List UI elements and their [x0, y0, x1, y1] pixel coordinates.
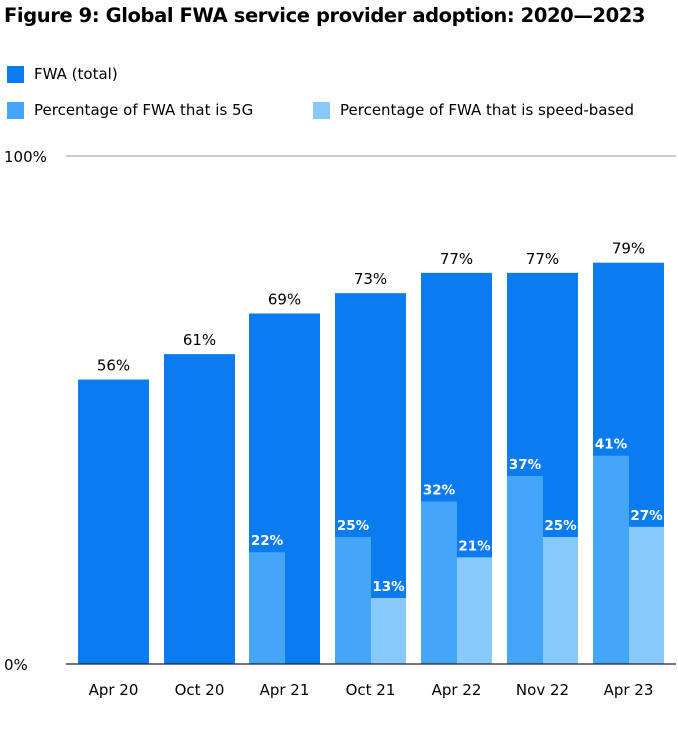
legend-item-speed-based: Percentage of FWA that is speed-based [313, 101, 634, 119]
y-tick-label-0: 0% [4, 656, 28, 674]
bar-speed-5 [543, 537, 578, 664]
legend-swatch-speed-based [313, 101, 330, 119]
legend-label-5g: Percentage of FWA that is 5G [34, 101, 254, 119]
label-5g-5: 37% [509, 457, 542, 473]
bar-fwa-total-0 [78, 379, 149, 664]
label-fwa-total-5: 77% [526, 250, 559, 268]
label-fwa-total-2: 69% [268, 290, 301, 308]
legend-item-fwa-total: FWA (total) [7, 65, 118, 83]
label-speed-6: 27% [630, 508, 663, 524]
bar-5g-4 [421, 501, 457, 664]
label-5g-4: 32% [423, 482, 456, 498]
legend-swatch-5g [7, 101, 24, 119]
label-fwa-total-6: 79% [612, 240, 645, 258]
bar-speed-3 [371, 597, 406, 664]
chart-title: Figure 9: Global FWA service provider ad… [4, 4, 646, 27]
legend-item-5g: Percentage of FWA that is 5G [7, 101, 253, 119]
label-fwa-total-3: 73% [354, 270, 387, 288]
bar-5g-3 [335, 537, 371, 664]
legend-label-speed-based: Percentage of FWA that is speed-based [340, 101, 635, 119]
x-tick-label-0: Apr 20 [89, 681, 139, 699]
legend-label-fwa-total: FWA (total) [34, 65, 118, 83]
label-5g-3: 25% [337, 518, 370, 534]
label-speed-4: 21% [458, 538, 491, 554]
x-tick-label-4: Apr 22 [432, 681, 482, 699]
label-5g-2: 22% [251, 533, 284, 549]
bar-speed-6 [629, 526, 664, 664]
label-speed-5: 25% [544, 518, 577, 534]
bar-5g-5 [507, 476, 543, 664]
label-speed-3: 13% [372, 579, 405, 595]
bar-5g-6 [593, 455, 629, 664]
x-tick-label-5: Nov 22 [516, 681, 569, 699]
bar-fwa-total-1 [164, 354, 235, 664]
bar-5g-2 [249, 552, 285, 664]
x-tick-label-6: Apr 23 [604, 681, 654, 699]
x-tick-label-2: Apr 21 [260, 681, 310, 699]
y-tick-label-100: 100% [4, 148, 47, 166]
bar-speed-4 [457, 557, 492, 664]
x-tick-label-3: Oct 21 [346, 681, 396, 699]
x-tick-label-1: Oct 20 [175, 681, 225, 699]
legend-swatch-fwa-total [7, 65, 24, 83]
label-fwa-total-4: 77% [440, 250, 473, 268]
label-fwa-total-0: 56% [97, 357, 130, 375]
label-5g-6: 41% [595, 437, 628, 453]
label-fwa-total-1: 61% [183, 331, 216, 349]
